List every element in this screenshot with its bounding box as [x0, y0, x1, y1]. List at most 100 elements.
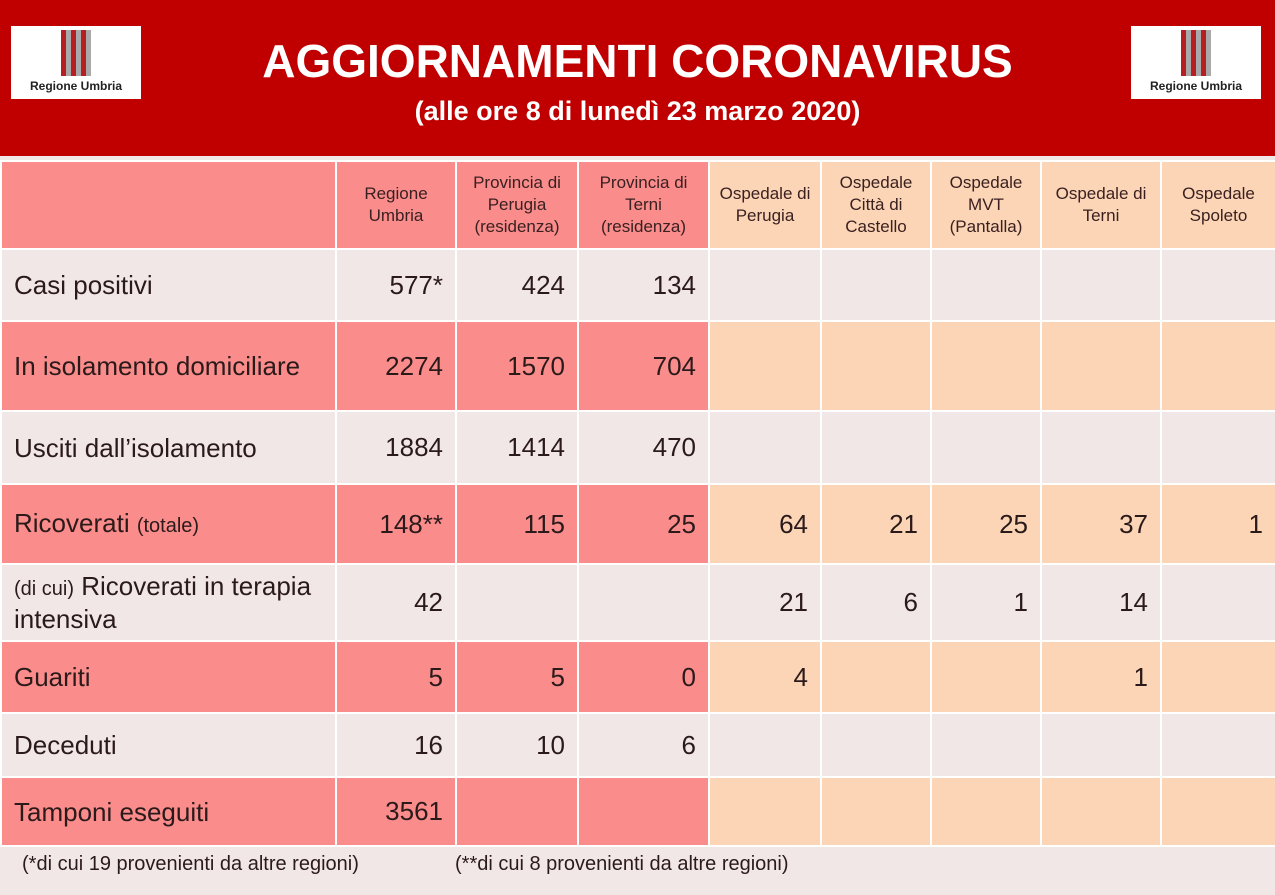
- value-cell: [820, 320, 932, 412]
- value-cell: 424: [455, 248, 579, 322]
- column-header: Ospedale di Terni: [1040, 160, 1162, 250]
- logo-emblem-icon: [61, 30, 91, 76]
- table-row: Guariti 5 5 0 4 1: [0, 640, 1275, 714]
- value-cell: [930, 712, 1042, 778]
- row-label-text: Ricoverati in terapia intensiva: [14, 571, 312, 634]
- value-cell: [708, 320, 822, 412]
- value-cell: [1040, 320, 1162, 412]
- value-cell: [820, 410, 932, 485]
- row-label-text: In isolamento domiciliare: [14, 351, 301, 381]
- header-banner: [0, 0, 1275, 156]
- row-label-text: Guariti: [14, 662, 91, 692]
- value-cell: [930, 320, 1042, 412]
- value-cell: 2274: [335, 320, 457, 412]
- row-label-prefix: (di cui): [14, 578, 75, 600]
- data-table: Regione Umbria Provincia di Perugia (resi…: [0, 160, 1275, 847]
- value-cell: 10: [455, 712, 579, 778]
- value-cell: [930, 640, 1042, 714]
- value-cell: 1414: [455, 410, 579, 485]
- value-cell: [820, 248, 932, 322]
- table-row: Casi positivi 577* 424 134: [0, 248, 1275, 322]
- table-row: In isolamento domiciliare 2274 1570 704: [0, 320, 1275, 412]
- value-cell: 1884: [335, 410, 457, 485]
- value-cell: 4: [708, 640, 822, 714]
- value-cell: [1160, 563, 1275, 642]
- row-label-text: Ricoverati: [14, 507, 130, 538]
- logo-text: Regione Umbria: [29, 79, 122, 93]
- value-cell: [1160, 410, 1275, 485]
- value-cell: [820, 776, 932, 847]
- value-cell: [455, 776, 579, 847]
- value-cell: 25: [930, 483, 1042, 565]
- value-cell: [455, 563, 579, 642]
- value-cell: [708, 248, 822, 322]
- row-label-text: Usciti dall’isolamento: [14, 432, 257, 463]
- column-header: Ospedale Città di Castello: [820, 160, 932, 250]
- table-row: Deceduti 16 10 6: [0, 712, 1275, 778]
- value-cell: [1040, 410, 1162, 485]
- value-cell: [577, 776, 710, 847]
- value-cell: [577, 563, 710, 642]
- value-cell: [1040, 776, 1162, 847]
- value-cell: [930, 248, 1042, 322]
- value-cell: 42: [335, 563, 457, 642]
- value-cell: 21: [708, 563, 822, 642]
- table-row: Usciti dall’isolamento 1884 1414 470: [0, 410, 1275, 485]
- value-cell: 64: [708, 483, 822, 565]
- value-cell: [708, 410, 822, 485]
- footnote-2: (**di cui 8 provenienti da altre regioni…: [455, 853, 789, 875]
- row-label-text: Deceduti: [14, 730, 117, 760]
- value-cell: 1: [1160, 483, 1275, 565]
- value-cell: 470: [577, 410, 710, 485]
- value-cell: 115: [455, 483, 579, 565]
- row-label: In isolamento domiciliare: [0, 320, 337, 412]
- row-label: Casi positivi: [0, 248, 337, 322]
- value-cell: [820, 640, 932, 714]
- value-cell: 1: [1040, 640, 1162, 714]
- value-cell: 1570: [455, 320, 579, 412]
- value-cell: 14: [1040, 563, 1162, 642]
- value-cell: 5: [455, 640, 579, 714]
- value-cell: 6: [820, 563, 932, 642]
- column-header: Ospedale Spoleto: [1160, 160, 1275, 250]
- value-cell: 704: [577, 320, 710, 412]
- value-cell: 25: [577, 483, 710, 565]
- row-label: Deceduti: [0, 712, 337, 778]
- row-label: Guariti: [0, 640, 337, 714]
- value-cell: 3561: [335, 776, 457, 847]
- row-label: (di cui) Ricoverati in terapia intensiva: [0, 563, 337, 642]
- value-cell: [1160, 776, 1275, 847]
- value-cell: 21: [820, 483, 932, 565]
- value-cell: [820, 712, 932, 778]
- value-cell: [1040, 248, 1162, 322]
- page-subtitle: (alle ore 8 di lunedì 23 marzo 2020): [414, 96, 861, 126]
- row-label-note: (totale): [136, 514, 200, 537]
- value-cell: 37: [1040, 483, 1162, 565]
- row-label: Usciti dall’isolamento: [0, 410, 337, 485]
- value-cell: [930, 410, 1042, 485]
- column-header: Ospedale di Perugia: [708, 160, 822, 250]
- column-header: Provincia di Perugia (residenza): [455, 160, 579, 250]
- regione-umbria-logo-left: Regione Umbria: [11, 26, 141, 99]
- value-cell: [1160, 640, 1275, 714]
- value-cell: 577*: [335, 248, 457, 322]
- value-cell: 6: [577, 712, 710, 778]
- value-cell: [708, 712, 822, 778]
- corner-cell: [0, 160, 337, 250]
- logo-text: Regione Umbria: [1149, 79, 1242, 93]
- column-header: Ospedale MVT (Pantalla): [930, 160, 1042, 250]
- value-cell: [1160, 320, 1275, 412]
- value-cell: 16: [335, 712, 457, 778]
- header-row: Regione Umbria Provincia di Perugia (resi…: [0, 160, 1275, 250]
- page-title: AGGIORNAMENTI CORONAVIRUS: [262, 35, 1013, 87]
- table-row: Ricoverati (totale) 148** 115 25 64 21 25 37 1: [0, 483, 1275, 565]
- value-cell: 134: [577, 248, 710, 322]
- row-label-text: Casi positivi: [14, 270, 153, 300]
- value-cell: [1160, 712, 1275, 778]
- regione-umbria-logo-right: Regione Umbria: [1131, 26, 1261, 99]
- column-header: Provincia di Terni (residenza): [577, 160, 710, 250]
- value-cell: [1160, 248, 1275, 322]
- value-cell: 1: [930, 563, 1042, 642]
- footnote-1: (*di cui 19 provenienti da altre regioni…: [22, 853, 359, 875]
- value-cell: 5: [335, 640, 457, 714]
